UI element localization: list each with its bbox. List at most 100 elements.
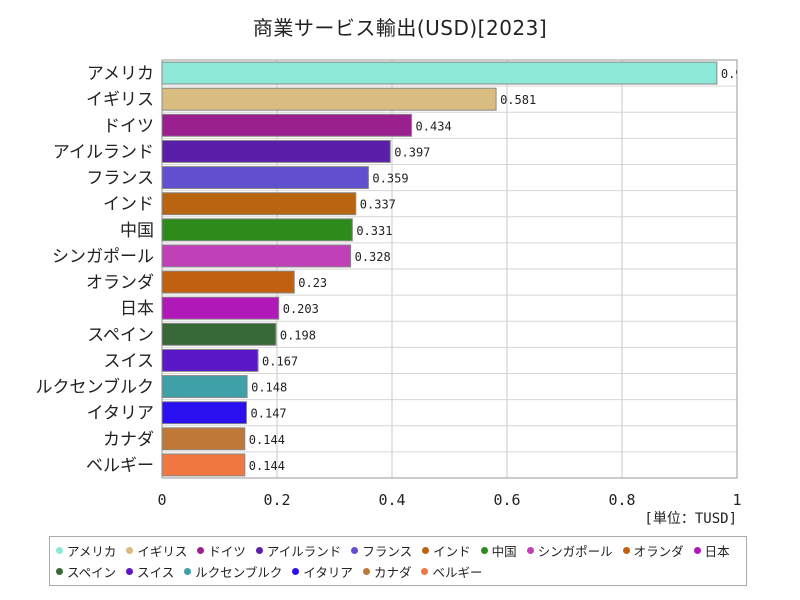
legend-label: 中国	[491, 543, 517, 559]
legend-marker	[292, 567, 300, 575]
legend-label: イタリア	[303, 564, 353, 580]
unit-label: [単位：TUSD]	[644, 511, 737, 527]
legend-label: ルクセンブルク	[195, 564, 283, 580]
category-label: オランダ	[86, 273, 154, 293]
category-label: ルクセンブルク	[36, 377, 155, 398]
legend-marker	[421, 567, 429, 575]
legend-item: ドイツ	[197, 541, 246, 559]
bar-value-label: 0.144	[249, 433, 285, 447]
legend-marker	[622, 546, 630, 554]
bar	[161, 113, 413, 137]
bar	[161, 192, 357, 216]
bar	[161, 375, 248, 399]
bar-value-label: 0.331	[356, 224, 392, 238]
legend-label: スイス	[137, 564, 175, 580]
bar	[161, 61, 718, 85]
category-label: スイス	[104, 351, 155, 371]
bar	[161, 401, 248, 425]
bar-value-label: 0.144	[249, 459, 285, 473]
legend-marker	[126, 546, 134, 554]
category-label: 日本	[120, 299, 154, 319]
legend-label: カナダ	[373, 564, 412, 580]
bar-value-label: 0.397	[394, 145, 430, 159]
bar	[161, 139, 391, 163]
x-tick-label: 0.4	[378, 491, 405, 509]
legend-marker	[422, 546, 430, 554]
grid-layer	[161, 59, 738, 479]
bar-value-label: 0.328	[355, 250, 391, 264]
legend-item: 中国	[480, 541, 517, 559]
bar-value-label: 0.23	[298, 276, 327, 290]
legend-marker	[184, 567, 192, 575]
x-tick-label: 0.8	[608, 491, 635, 509]
category-label: 中国	[120, 221, 154, 241]
bar-value-label: 0.9	[721, 67, 743, 81]
plot-frame	[161, 59, 738, 479]
category-label: ドイツ	[103, 116, 154, 136]
legend-marker	[693, 546, 701, 554]
bar	[161, 166, 369, 190]
legend-item: ベルギー	[421, 562, 482, 580]
bar	[161, 244, 352, 268]
legend-label: ドイツ	[208, 543, 246, 559]
legend-item: フランス	[351, 541, 412, 559]
legend-marker	[362, 567, 370, 575]
category-label: シンガポール	[52, 247, 154, 267]
category-label: イタリア	[87, 404, 154, 424]
legend-item: スペイン	[56, 562, 116, 580]
bar-value-label: 0.203	[283, 302, 319, 316]
legend-marker	[351, 546, 359, 554]
legend-marker	[56, 567, 63, 575]
legend-item: シンガポール	[526, 541, 613, 559]
category-label: アイルランド	[53, 142, 154, 162]
legend-marker	[126, 567, 134, 575]
legend-item: スイス	[126, 562, 174, 580]
legend-item: インド	[422, 541, 471, 559]
legend-label: ベルギー	[432, 564, 483, 580]
bar-value-label: 0.434	[416, 119, 452, 133]
bar-value-label: 0.337	[360, 198, 396, 212]
legend-item: アメリカ	[56, 541, 116, 559]
bar	[161, 348, 259, 372]
legend-item: ルクセンブルク	[184, 562, 282, 580]
category-label: カナダ	[103, 430, 154, 450]
bar	[161, 218, 353, 242]
legend-label: シンガポール	[537, 543, 613, 559]
bar-value-label: 0.167	[262, 354, 298, 368]
labels-layer: 0 0.2 0.4 0.6 0.8 1 0.9 アメリカ 0.581 イギリス 0.434 ドイツ 0.…	[36, 64, 743, 527]
legend-label: フランス	[362, 543, 413, 559]
legend-label: オランダ	[633, 543, 684, 559]
bar-value-label: 0.148	[251, 381, 287, 395]
x-tick-label: 0.2	[263, 491, 290, 509]
bars-layer	[161, 61, 718, 477]
legend-marker	[197, 546, 205, 554]
bar-value-label: 0.147	[251, 407, 287, 421]
x-tick-label: 1	[732, 491, 741, 509]
legend-item: カナダ	[362, 562, 412, 580]
legend-item: オランダ	[622, 541, 684, 559]
category-label: スペイン	[87, 325, 154, 345]
category-label: アメリカ	[87, 64, 154, 84]
category-label: イギリス	[86, 90, 154, 110]
bar	[161, 270, 295, 294]
legend-item: イタリア	[292, 562, 353, 580]
legend: アメリカ イギリス ドイツ アイルランド フランス インド 中国 シンガポール オランダ 日本 スペ…	[49, 536, 747, 586]
bar-value-label: 0.581	[500, 93, 536, 107]
legend-marker	[480, 546, 488, 554]
bar-value-label: 0.359	[372, 172, 408, 186]
bar	[161, 296, 280, 320]
legend-marker	[526, 546, 534, 554]
chart-title: 商業サービス輸出(USD)[2023]	[252, 16, 548, 40]
bar	[161, 87, 497, 111]
legend-marker	[56, 546, 63, 554]
bar	[161, 322, 277, 346]
x-tick-label: 0.6	[493, 491, 520, 509]
category-label: インド	[103, 195, 154, 215]
bar-value-label: 0.198	[280, 328, 316, 342]
bar	[161, 453, 246, 477]
legend-marker	[255, 546, 263, 554]
legend-label: アメリカ	[67, 543, 117, 559]
legend-label: インド	[433, 543, 471, 559]
legend-item: イギリス	[126, 541, 187, 559]
